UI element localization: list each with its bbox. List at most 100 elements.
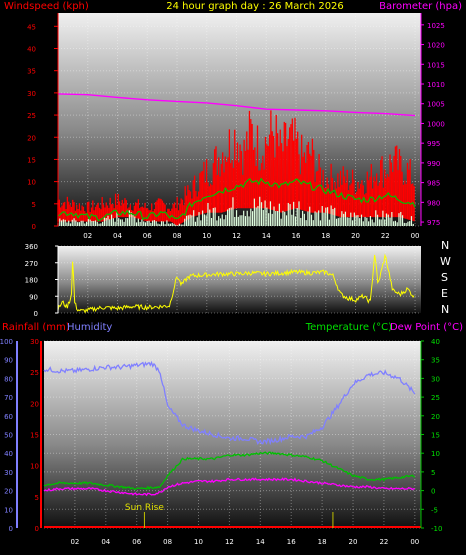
y-tick-label: 25 xyxy=(27,112,36,120)
compass-labels: N W S E N xyxy=(440,239,451,316)
compass-label: N xyxy=(441,303,449,316)
graph-title: 24 hour graph day : 26 March 2026 xyxy=(166,1,344,12)
x-tick-label: 16 xyxy=(292,232,301,240)
temperature-axes: 0102030405060708090100051015202530-10-50… xyxy=(0,338,442,546)
humidity-tick-label: 100 xyxy=(0,338,13,346)
humidity-tick-label: 70 xyxy=(4,394,13,402)
y-tick-label: 45 xyxy=(27,23,36,31)
direction-series xyxy=(57,253,415,314)
rainfall-tick-label: 20 xyxy=(30,400,39,408)
x-tick-label: 20 xyxy=(349,538,358,546)
x-tick-label: 18 xyxy=(321,232,330,240)
y2-tick-label: 1020 xyxy=(427,42,445,50)
rainfall-tick-label: 25 xyxy=(30,369,39,377)
x-tick-label: 14 xyxy=(256,538,265,546)
x-tick-label: 22 xyxy=(379,538,388,546)
y-tick-label: 90 xyxy=(29,293,38,301)
humidity-tick-label: 80 xyxy=(4,375,13,383)
x-tick-label: 22 xyxy=(381,232,390,240)
humidity-line xyxy=(43,360,416,446)
y2-tick-label: 995 xyxy=(427,140,440,148)
temperature-tick-label: -5 xyxy=(431,506,438,514)
temperature-plot-area xyxy=(44,341,421,528)
humidity-tick-label: 10 xyxy=(4,506,13,514)
wind-series xyxy=(57,93,416,226)
x-tick-label: 02 xyxy=(70,538,79,546)
temperature-grid xyxy=(44,340,421,529)
temperature-tick-label: 25 xyxy=(431,394,440,402)
humidity-tick-label: 0 xyxy=(9,525,13,533)
humidity-tick-label: 40 xyxy=(4,450,13,458)
y-tick-label: 30 xyxy=(27,90,36,98)
temperature-label: Temperature (°C) xyxy=(305,322,392,333)
y-tick-label: 10 xyxy=(27,179,36,187)
y2-tick-label: 985 xyxy=(427,180,440,188)
temperature-tick-label: 20 xyxy=(431,413,440,421)
x-tick-label: 08 xyxy=(163,538,172,546)
x-tick-label: 12 xyxy=(225,538,234,546)
x-tick-label: 02 xyxy=(83,232,92,240)
wind-average-line xyxy=(57,177,416,222)
y2-tick-label: 1005 xyxy=(427,101,445,109)
rainfall-label: Rainfall (mm) xyxy=(2,322,70,333)
rainfall-tick-label: 15 xyxy=(30,432,39,440)
rainfall-tick-label: 10 xyxy=(30,463,39,471)
direction-plot-area xyxy=(58,246,421,313)
humidity-label: Humidity xyxy=(67,322,112,333)
rainfall-tick-label: 30 xyxy=(30,338,39,346)
humidity-tick-label: 60 xyxy=(4,413,13,421)
direction-grid xyxy=(58,245,421,314)
y2-tick-label: 975 xyxy=(427,219,440,227)
compass-label: E xyxy=(441,287,448,300)
windspeed-label: Windspeed (kph) xyxy=(4,1,89,12)
humidity-tick-label: 90 xyxy=(4,357,13,365)
temperature-tick-label: 10 xyxy=(431,450,440,458)
y2-tick-label: 1025 xyxy=(427,22,445,30)
x-tick-label: 00 xyxy=(411,232,420,240)
x-tick-label: 06 xyxy=(132,538,141,546)
y2-tick-label: 1010 xyxy=(427,81,445,89)
x-tick-label: 14 xyxy=(262,232,271,240)
humidity-tick-label: 20 xyxy=(4,488,13,496)
temperature-tick-label: -10 xyxy=(431,525,442,533)
x-tick-label: 16 xyxy=(287,538,296,546)
temperature-line xyxy=(43,451,415,491)
x-tick-label: 00 xyxy=(410,538,419,546)
y-tick-label: 360 xyxy=(25,243,38,251)
temperature-tick-label: 5 xyxy=(431,469,435,477)
temperature-tick-label: 35 xyxy=(431,357,440,365)
y-tick-label: 180 xyxy=(25,277,38,285)
y-tick-label: 40 xyxy=(27,46,36,54)
humidity-tick-label: 30 xyxy=(4,469,13,477)
y-tick-label: 15 xyxy=(27,156,36,164)
temperature-tick-label: 30 xyxy=(431,375,440,383)
y-tick-label: 270 xyxy=(25,260,38,268)
x-tick-label: 12 xyxy=(232,232,241,240)
dewpoint-label: Dew Point (°C) xyxy=(390,322,463,333)
temperature-tick-label: 0 xyxy=(431,488,435,496)
x-tick-label: 04 xyxy=(101,538,110,546)
x-tick-label: 04 xyxy=(113,232,122,240)
y-tick-label: 0 xyxy=(34,310,38,318)
x-tick-label: 10 xyxy=(194,538,203,546)
temperature-series xyxy=(43,360,421,528)
y2-tick-label: 1015 xyxy=(427,61,445,69)
direction-axes: 0 90 180 270 360 xyxy=(25,243,59,318)
humidity-tick-label: 50 xyxy=(4,432,13,440)
dewpoint-line xyxy=(43,477,415,497)
y-tick-label: 35 xyxy=(27,68,36,76)
y-tick-label: 20 xyxy=(27,134,36,142)
x-tick-label: 20 xyxy=(351,232,360,240)
compass-label: S xyxy=(441,271,448,284)
temperature-tick-label: 15 xyxy=(431,432,440,440)
y-tick-label: 5 xyxy=(32,201,36,209)
x-tick-label: 08 xyxy=(173,232,182,240)
y2-tick-label: 1000 xyxy=(427,120,445,128)
y-tick-label: 0 xyxy=(32,223,36,231)
wind-axes: 0510152025303540459759809859909951000100… xyxy=(27,13,445,240)
rainfall-tick-label: 0 xyxy=(35,525,39,533)
x-tick-label: 10 xyxy=(202,232,211,240)
barometer-label: Barometer (hpa) xyxy=(379,1,462,12)
temperature-tick-label: 40 xyxy=(431,338,440,346)
